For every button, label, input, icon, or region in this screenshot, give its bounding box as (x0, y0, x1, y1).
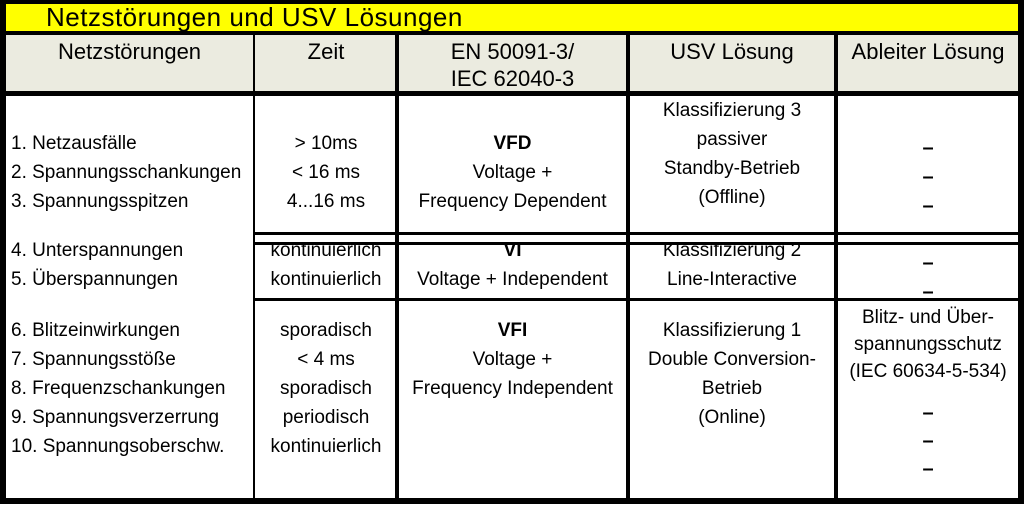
title-underline (0, 31, 1024, 35)
cell-norm-group3: VFI Voltage + Frequency Independent (399, 316, 626, 403)
dash: – (922, 281, 934, 303)
netzstoerung-row: 4. Unterspannungen (11, 240, 184, 261)
usv-text: passiver (696, 129, 768, 150)
cell-netzstoerungen-group3: 6. Blitzeinwirkungen 7. Spannungsstöße 8… (6, 316, 253, 461)
header-underline (0, 91, 1024, 96)
usv-text: Klassifizierung 1 (662, 320, 802, 341)
zeit-value: kontinuierlich (270, 269, 382, 290)
cell-ableiter-group2: – – (838, 249, 1018, 307)
zeit-value: sporadisch (280, 378, 372, 399)
zeit-value: < 4 ms (297, 349, 355, 370)
title-bar: Netzstörungen und USV Lösungen (4, 4, 1020, 31)
cell-usv-group2: Klassifizierung 2 Line-Interactive (630, 236, 834, 294)
header-label: Zeit (307, 39, 345, 64)
zeit-value: periodisch (282, 407, 370, 428)
norm-text: Frequency Independent (412, 378, 613, 399)
dash: – (922, 252, 934, 274)
zeit-value: 4...16 ms (286, 191, 366, 212)
cell-ableiter-group3-dashes: – – – (838, 399, 1018, 483)
column-divider-2 (395, 31, 399, 498)
header-cell-ableiter-loesung: Ableiter Lösung (838, 38, 1018, 65)
cell-norm-group1: VFD Voltage + Frequency Dependent (399, 129, 626, 216)
group-divider-2 (253, 298, 1018, 301)
header-label: Ableiter Lösung (851, 39, 1005, 64)
cell-ableiter-group3-text: Blitz- und Über- spannungsschutz (IEC 60… (838, 304, 1018, 385)
dash: – (922, 402, 934, 424)
group-divider-1b (253, 242, 1018, 245)
ableiter-text: spannungsschutz (854, 334, 1002, 355)
usv-text: (Offline) (698, 187, 766, 208)
cell-zeit-group3: sporadisch < 4 ms sporadisch periodisch … (257, 316, 395, 461)
netzstoerung-row: 3. Spannungsspitzen (11, 191, 189, 212)
group-divider-1a (253, 232, 1018, 235)
cell-zeit-group1: > 10ms < 16 ms 4...16 ms (257, 129, 395, 216)
netzstoerung-row: 7. Spannungsstöße (11, 349, 176, 370)
cell-usv-group3: Klassifizierung 1 Double Conversion- Bet… (630, 316, 834, 432)
cell-ableiter-group1: – – – (838, 134, 1018, 221)
header-cell-zeit: Zeit (257, 38, 395, 65)
dash: – (922, 166, 934, 188)
cell-usv-group1: Klassifizierung 3 passiver Standby-Betri… (630, 96, 834, 212)
table-header-row (6, 35, 1018, 91)
dash: – (922, 195, 934, 217)
header-cell-netzstoerungen: Netzstörungen (6, 38, 253, 65)
usv-text: Double Conversion- (648, 349, 816, 370)
header-cell-usv-loesung: USV Lösung (630, 38, 834, 65)
norm-code: VI (503, 240, 522, 261)
header-label: EN 50091-3/ (450, 39, 575, 64)
cell-norm-group2: VI Voltage + Independent (399, 236, 626, 294)
zeit-value: sporadisch (280, 320, 372, 341)
dash: – (922, 137, 934, 159)
norm-text: Voltage + (472, 162, 553, 183)
header-label: Netzstörungen (57, 39, 202, 64)
header-cell-norm: EN 50091-3/ IEC 62040-3 (399, 38, 626, 92)
column-divider-1 (253, 31, 255, 498)
cell-netzstoerungen-group1: 1. Netzausfälle 2. Spannungsschankungen … (6, 129, 253, 216)
zeit-value: kontinuierlich (270, 240, 382, 261)
norm-text: Voltage + Independent (417, 269, 608, 290)
zeit-value: kontinuierlich (270, 436, 382, 457)
dash: – (922, 458, 934, 480)
usv-text: Betrieb (701, 378, 763, 399)
zeit-value: < 16 ms (291, 162, 361, 183)
netzstoerung-row: 8. Frequenzschankungen (11, 378, 226, 399)
zeit-value: > 10ms (294, 133, 358, 154)
netzstoerung-row: 10. Spannungsoberschw. (11, 436, 225, 457)
dash: – (922, 430, 934, 452)
header-label: IEC 62040-3 (450, 66, 575, 91)
netzstoerung-row: 5. Überspannungen (11, 269, 178, 290)
cell-netzstoerungen-group2: 4. Unterspannungen 5. Überspannungen (6, 236, 253, 294)
ableiter-text: (IEC 60634-5-534) (849, 361, 1007, 382)
usv-text: Klassifizierung 2 (662, 240, 802, 261)
usv-text: Klassifizierung 3 (662, 100, 802, 121)
page-title: Netzstörungen und USV Lösungen (46, 2, 463, 32)
netzstoerung-row: 9. Spannungsverzerrung (11, 407, 220, 428)
netzstoerung-row: 6. Blitzeinwirkungen (11, 320, 180, 341)
norm-code: VFI (497, 320, 528, 341)
column-divider-4 (834, 31, 838, 498)
usv-text: Standby-Betrieb (663, 158, 801, 179)
header-label: USV Lösung (670, 39, 794, 64)
usv-text: (Online) (698, 407, 766, 428)
norm-code: VFD (493, 133, 532, 154)
usv-text: Line-Interactive (667, 269, 797, 290)
netzstoerung-row: 1. Netzausfälle (11, 133, 137, 154)
cell-zeit-group2: kontinuierlich kontinuierlich (257, 236, 395, 294)
netzstoerung-row: 2. Spannungsschankungen (11, 162, 242, 183)
ableiter-text: Blitz- und Über- (862, 307, 994, 328)
column-divider-3 (626, 31, 630, 498)
norm-text: Voltage + (472, 349, 553, 370)
norm-text: Frequency Dependent (418, 191, 607, 212)
